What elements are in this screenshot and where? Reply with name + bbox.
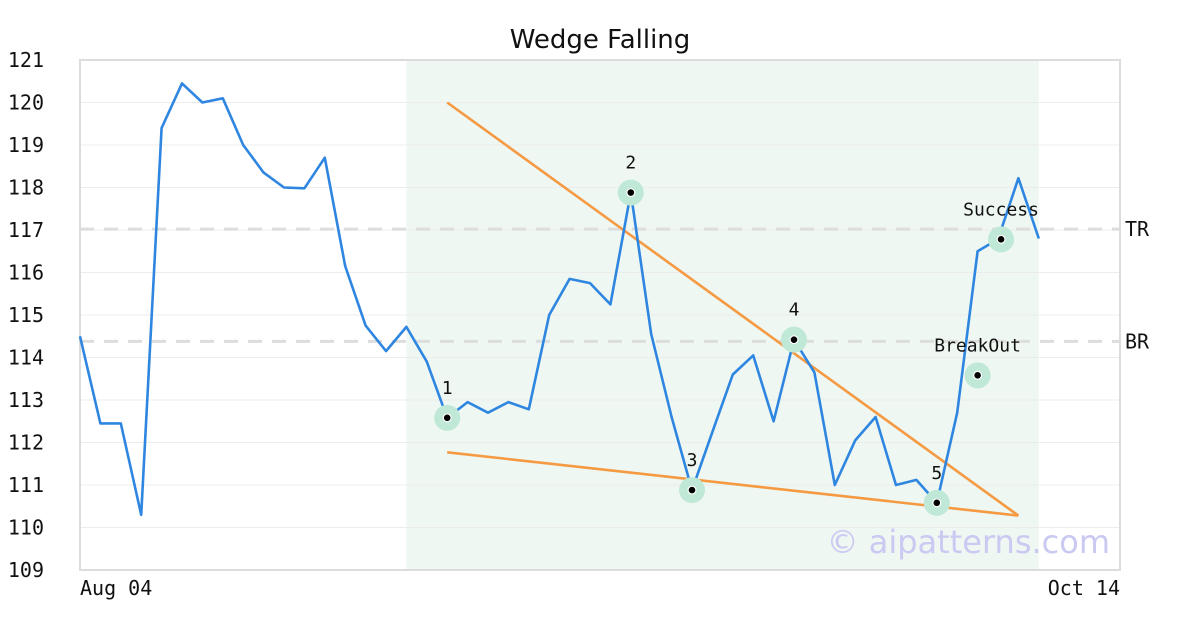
point-marker	[790, 336, 798, 343]
price-series-line	[78, 82, 1041, 517]
level-label: BR	[1125, 329, 1150, 353]
pattern-points: 1 2 3 4 5 BreakOut Success	[434, 153, 1039, 516]
level-label: TR	[1125, 217, 1150, 241]
point-label: 2	[625, 153, 636, 174]
point-marker	[627, 189, 635, 196]
y-tick-label: 116	[8, 261, 44, 285]
y-tick-label: 110	[8, 516, 44, 540]
x-tick-label: Oct 14	[1048, 576, 1120, 600]
chart-title: Wedge Falling	[510, 25, 691, 55]
point-marker	[688, 486, 696, 494]
watermark: © aipatterns.com	[827, 523, 1110, 561]
wedge-line	[446, 101, 1020, 517]
y-tick-label: 111	[8, 473, 44, 497]
y-tick-label: 114	[8, 346, 44, 370]
level-lines: TR BR	[80, 217, 1150, 353]
x-tick-label: Aug 04	[80, 576, 152, 600]
point-marker	[997, 236, 1005, 243]
y-tick-label: 112	[8, 431, 44, 455]
y-tick-label: 121	[8, 48, 44, 72]
y-tick-label: 119	[8, 133, 44, 157]
point-label: 3	[687, 450, 698, 471]
y-tick-label: 115	[8, 303, 44, 327]
wedge-lines	[446, 101, 1020, 517]
point-marker	[974, 372, 981, 379]
point-label: Success	[963, 199, 1039, 220]
point-label: BreakOut	[934, 335, 1021, 356]
point-label: 5	[931, 463, 942, 484]
point-marker	[443, 414, 451, 422]
wedge-line	[447, 450, 1019, 517]
y-axis-ticks: 109 110 111 112 113 114 115 116 117 118 119 120 121	[8, 48, 44, 582]
y-tick-label: 109	[8, 558, 44, 582]
point-label: 1	[442, 378, 453, 399]
y-tick-label: 118	[8, 176, 44, 200]
y-tick-label: 117	[8, 218, 44, 242]
plot-frame	[79, 59, 1121, 571]
x-axis-ticks: Aug 04 Oct 14	[80, 576, 1120, 600]
y-tick-label: 120	[8, 91, 44, 115]
y-tick-label: 113	[8, 388, 44, 412]
point-label: 4	[789, 300, 800, 321]
point-marker	[933, 499, 941, 507]
